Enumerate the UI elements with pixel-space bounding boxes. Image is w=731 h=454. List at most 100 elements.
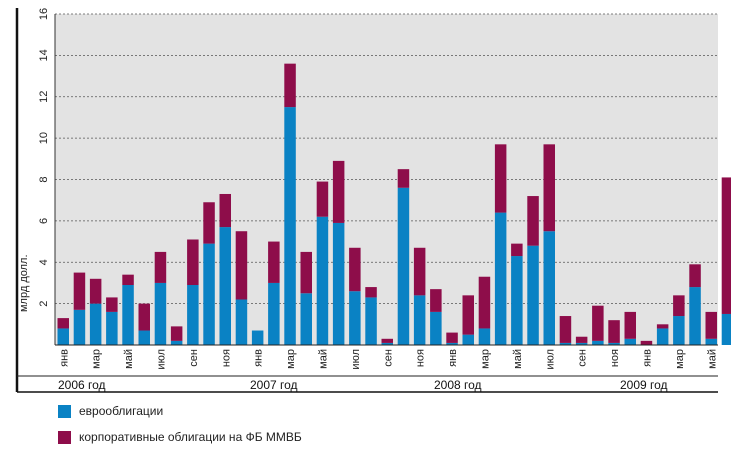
bar-corporate-bonds	[154, 251, 167, 283]
legend-label-eurobonds: еврооблигации	[79, 404, 164, 418]
bar-eurobonds	[624, 338, 636, 345]
bar-eurobonds	[462, 334, 474, 345]
x-tick-label: мар	[91, 349, 103, 369]
bar-eurobonds	[235, 299, 248, 345]
year-label: 2008 год	[434, 378, 482, 392]
x-tick-label: июл	[155, 349, 167, 370]
x-tick-label: сен	[382, 349, 394, 367]
y-tick-label: 2	[38, 301, 50, 307]
bar-corporate-bonds	[413, 247, 426, 296]
bar-eurobonds	[397, 187, 410, 345]
bar-eurobonds	[316, 216, 329, 345]
bar-corporate-bonds	[721, 177, 731, 314]
y-tick-label: 10	[38, 132, 50, 144]
bar-corporate-bonds	[284, 63, 296, 108]
x-tick-label: май	[512, 349, 524, 369]
year-label: 2009 год	[620, 378, 668, 392]
bar-corporate-bonds	[397, 169, 410, 188]
bar-eurobonds	[300, 293, 312, 345]
bar-eurobonds	[413, 295, 426, 345]
bar-eurobonds	[511, 256, 523, 345]
bar-eurobonds	[381, 342, 393, 345]
y-tick-label: 8	[38, 176, 50, 182]
x-tick-label: мар	[479, 349, 491, 369]
bar-corporate-bonds	[527, 196, 539, 246]
legend-swatch-corporate-bonds	[58, 430, 71, 444]
bar-eurobonds	[332, 222, 345, 345]
x-tick-label: май	[317, 349, 329, 369]
bar-eurobonds	[592, 340, 604, 345]
bar-eurobonds	[494, 212, 507, 345]
x-tick-label: сен	[577, 349, 589, 367]
bar-corporate-bonds	[705, 311, 717, 339]
bar-corporate-bonds	[235, 231, 248, 300]
bar-corporate-bonds	[462, 295, 474, 335]
bar-eurobonds	[575, 342, 588, 345]
bar-corporate-bonds	[689, 264, 701, 288]
bar-eurobonds	[721, 313, 731, 345]
x-tick-label: ноя	[609, 349, 621, 367]
x-tick-label: мар	[674, 349, 686, 369]
bar-eurobonds	[656, 328, 669, 345]
x-tick-label: май	[123, 349, 135, 369]
x-tick-label: янв	[58, 349, 70, 367]
x-tick-label: янв	[447, 349, 459, 367]
bar-corporate-bonds	[268, 241, 280, 283]
bar-eurobonds	[219, 227, 231, 345]
x-tick-label: мар	[285, 349, 297, 369]
bar-corporate-bonds	[494, 144, 507, 213]
bar-eurobonds	[122, 285, 134, 345]
year-label: 2007 год	[250, 378, 298, 392]
bar-corporate-bonds	[300, 251, 312, 294]
y-axis-label: млрд долл.	[18, 254, 30, 312]
bar-eurobonds	[705, 338, 717, 345]
bar-corporate-bonds	[511, 243, 523, 257]
bar-corporate-bonds	[89, 278, 102, 304]
y-axis: 2 4 6 8 10 12 14 16	[15, 8, 56, 392]
y-tick-label: 14	[38, 49, 50, 61]
bar-corporate-bonds	[316, 181, 329, 217]
bar-corporate-bonds	[73, 272, 86, 310]
bar-corporate-bonds	[543, 144, 555, 232]
bar-corporate-bonds	[365, 287, 377, 298]
bar-corporate-bonds	[122, 274, 134, 286]
bar-eurobonds	[73, 309, 86, 345]
y-tick-label: 12	[38, 91, 50, 103]
legend-swatch-eurobonds	[58, 404, 71, 418]
bars	[57, 63, 731, 345]
x-tick-label: июл	[544, 349, 556, 370]
bar-corporate-bonds	[608, 320, 620, 343]
bar-eurobonds	[154, 282, 167, 345]
bar-corporate-bonds	[430, 289, 442, 312]
bar-corporate-bonds	[170, 326, 183, 341]
x-tick-label: июл	[350, 349, 362, 370]
bar-corporate-bonds	[219, 193, 231, 228]
bar-eurobonds	[170, 340, 183, 345]
bar-corporate-bonds	[446, 332, 458, 343]
bar-corporate-bonds	[673, 295, 685, 317]
x-tick-label: сен	[188, 349, 200, 367]
bar-eurobonds	[446, 342, 458, 345]
bar-corporate-bonds	[57, 318, 69, 329]
bar-eurobonds	[203, 243, 215, 345]
bar-corporate-bonds	[656, 324, 669, 329]
bar-corporate-bonds	[592, 305, 604, 341]
bar-corporate-bonds	[640, 340, 653, 345]
bar-eurobonds	[251, 330, 264, 345]
bar-corporate-bonds	[349, 247, 361, 292]
bar-eurobonds	[284, 107, 296, 345]
bar-eurobonds	[187, 285, 199, 345]
bar-corporate-bonds	[332, 160, 345, 223]
bar-eurobonds	[106, 311, 118, 345]
legend-label-corporate-bonds: корпоративные облигации на ФБ ММВБ	[79, 430, 302, 444]
bar-eurobonds	[543, 231, 555, 345]
bar-corporate-bonds	[187, 239, 199, 286]
bar-eurobonds	[138, 330, 150, 345]
bar-corporate-bonds	[106, 297, 118, 312]
plot-area	[55, 14, 718, 345]
bar-corporate-bonds	[624, 311, 636, 339]
bar-eurobonds	[349, 291, 361, 345]
bar-eurobonds	[527, 245, 539, 345]
plot-background	[55, 14, 718, 345]
